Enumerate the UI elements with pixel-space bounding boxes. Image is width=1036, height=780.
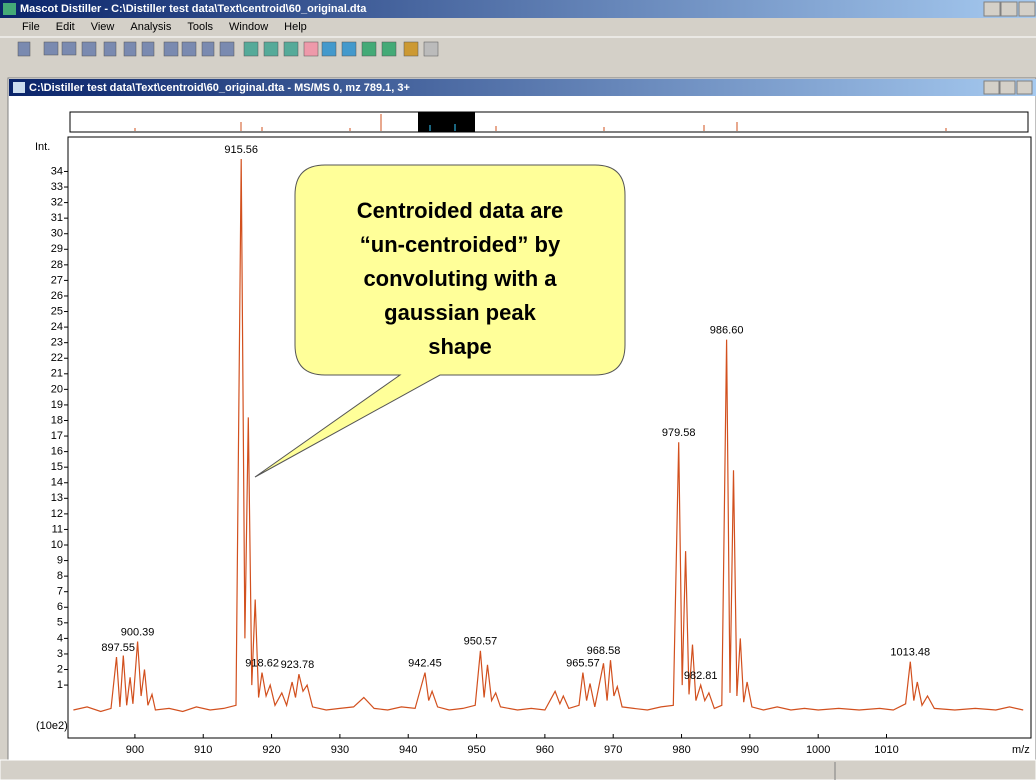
y-tick-label: 13 [51, 492, 63, 504]
y-tick-label: 24 [51, 321, 63, 333]
doc-close[interactable] [1016, 80, 1033, 95]
y-tick-label: 26 [51, 290, 63, 302]
y-tick-label: 9 [57, 554, 63, 566]
callout-text: Centroided data are “un-centroided” by con… [357, 198, 564, 359]
y-tick-label: 2 [57, 663, 63, 675]
close-button[interactable] [1018, 1, 1036, 17]
y-tick-label: 11 [52, 523, 63, 535]
x-tick-label: 1010 [874, 744, 898, 756]
x-tick-label: 950 [467, 744, 485, 756]
y-tick-label: 1 [57, 679, 63, 691]
document-title: C:\Distiller test data\Text\centroid\60_… [29, 82, 410, 94]
menu-item[interactable]: Edit [56, 21, 75, 33]
y-tick-label: 8 [57, 570, 63, 582]
doc-maximize[interactable] [999, 80, 1016, 95]
peak-label: 915.56 [224, 144, 258, 156]
document-icon [13, 82, 25, 93]
y-tick-label: 28 [51, 259, 63, 271]
x-tick-label: 900 [126, 744, 144, 756]
document-buttons[interactable] [983, 80, 1033, 95]
callout-line: shape [428, 334, 492, 359]
peak-label: 965.57 [566, 658, 600, 670]
x-tick-label: 920 [262, 744, 280, 756]
app-icon [3, 3, 16, 15]
window-title: Mascot Distiller - C:\Distiller test dat… [20, 3, 367, 15]
peak-label: 968.58 [587, 645, 621, 657]
document-title-bar [9, 79, 1036, 96]
minimize-button[interactable] [983, 1, 1001, 17]
overview-strip[interactable] [69, 111, 1029, 133]
y-tick-label: 32 [51, 196, 63, 208]
callout-line: gaussian peak [384, 300, 536, 325]
peak-label: 950.57 [464, 636, 498, 648]
y-tick-label: 18 [51, 414, 63, 426]
y-tick-label: 20 [51, 383, 63, 395]
y-tick-label: 14 [51, 477, 63, 489]
toolbar [0, 36, 1036, 57]
y-tick-label: 21 [51, 368, 63, 380]
x-tick-label: 930 [331, 744, 349, 756]
callout-line: “un-centroided” by [360, 232, 561, 257]
x-tick-label: 940 [399, 744, 417, 756]
y-tick-label: 22 [51, 352, 63, 364]
peak-label: 982.81 [684, 670, 718, 682]
peak-label: 986.60 [710, 324, 744, 336]
peak-label: 897.55 [101, 642, 135, 654]
callout-line: Centroided data are [357, 198, 564, 223]
y-tick-label: 25 [51, 305, 63, 317]
plot: 1234567891011121314151617181920212223242… [35, 141, 1030, 756]
y-tick-label: 19 [51, 399, 63, 411]
callout-line: convoluting with a [363, 266, 557, 291]
peak-label: 918.62 [245, 658, 279, 670]
y-tick-label: 5 [57, 617, 63, 629]
y-tick-label: 10 [51, 539, 63, 551]
doc-minimize[interactable] [983, 80, 1000, 95]
y-tick-label: 4 [57, 632, 63, 644]
window-buttons[interactable] [983, 1, 1036, 17]
y-tick-label: 31 [51, 212, 63, 224]
menu-item[interactable]: Window [229, 21, 268, 33]
callout [254, 164, 626, 478]
peak-label: 1013.48 [890, 647, 930, 659]
y-tick-label: 15 [51, 461, 63, 473]
y-tick-label: 16 [51, 446, 63, 458]
menu-item[interactable]: File [22, 21, 40, 33]
menu-item[interactable]: Analysis [130, 21, 171, 33]
peak-label: 900.39 [121, 626, 155, 638]
y-axis-unit: (10e2) [36, 720, 68, 732]
y-tick-label: 34 [51, 165, 63, 177]
menu-bar: File Edit View Analysis Tools Window Help [22, 21, 307, 33]
x-tick-label: 910 [194, 744, 212, 756]
peak-label: 923.78 [281, 659, 315, 671]
maximize-button[interactable] [1000, 1, 1018, 17]
y-tick-label: 12 [51, 508, 63, 520]
x-axis-label: m/z [1012, 744, 1030, 756]
y-tick-label: 3 [57, 648, 63, 660]
peak-label: 979.58 [662, 427, 696, 439]
peak-label: 942.45 [408, 658, 442, 670]
x-tick-label: 970 [604, 744, 622, 756]
x-tick-label: 960 [536, 744, 554, 756]
y-tick-label: 30 [51, 228, 63, 240]
title-bar [0, 0, 1036, 18]
x-tick-label: 980 [672, 744, 690, 756]
x-tick-label: 990 [741, 744, 759, 756]
y-tick-label: 27 [51, 274, 63, 286]
menu-item[interactable]: Tools [187, 21, 213, 33]
x-tick-label: 1000 [806, 744, 830, 756]
y-tick-label: 33 [51, 181, 63, 193]
menu-item[interactable]: Help [284, 21, 307, 33]
y-tick-label: 23 [51, 337, 63, 349]
menu-item[interactable]: View [91, 21, 115, 33]
status-bar [0, 759, 1036, 780]
spectrum-line [73, 158, 1024, 713]
y-tick-label: 29 [51, 243, 63, 255]
y-axis-label: Int. [35, 141, 50, 153]
y-tick-label: 7 [57, 586, 63, 598]
y-tick-label: 17 [51, 430, 63, 442]
y-tick-label: 6 [57, 601, 63, 613]
